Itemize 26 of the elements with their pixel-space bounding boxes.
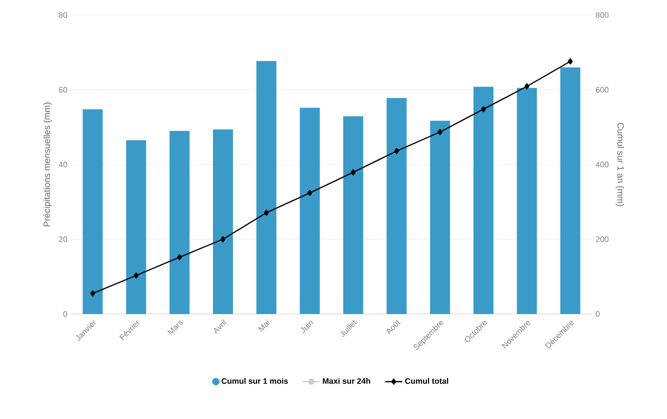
bar	[82, 109, 103, 314]
bar	[516, 88, 537, 314]
point	[134, 272, 139, 279]
point	[177, 254, 182, 260]
bar	[212, 129, 233, 314]
point	[220, 236, 226, 242]
bar	[430, 120, 450, 314]
point	[568, 58, 573, 64]
y2-axis-title: Cumul sur 1 an (mm)	[616, 122, 624, 206]
point	[438, 128, 443, 136]
bar	[300, 108, 320, 314]
point	[350, 169, 356, 176]
y-axis-title: Précipitations mensuelles (mm)	[43, 102, 52, 226]
point	[307, 190, 312, 196]
bar	[473, 86, 494, 314]
point	[481, 106, 486, 112]
point	[524, 83, 530, 90]
bar	[126, 140, 146, 314]
bar	[386, 98, 407, 314]
point	[394, 148, 400, 154]
point	[264, 210, 269, 216]
bar	[560, 67, 580, 314]
bar	[343, 116, 364, 314]
bar	[256, 60, 276, 314]
point	[90, 290, 96, 297]
bar	[170, 130, 190, 314]
